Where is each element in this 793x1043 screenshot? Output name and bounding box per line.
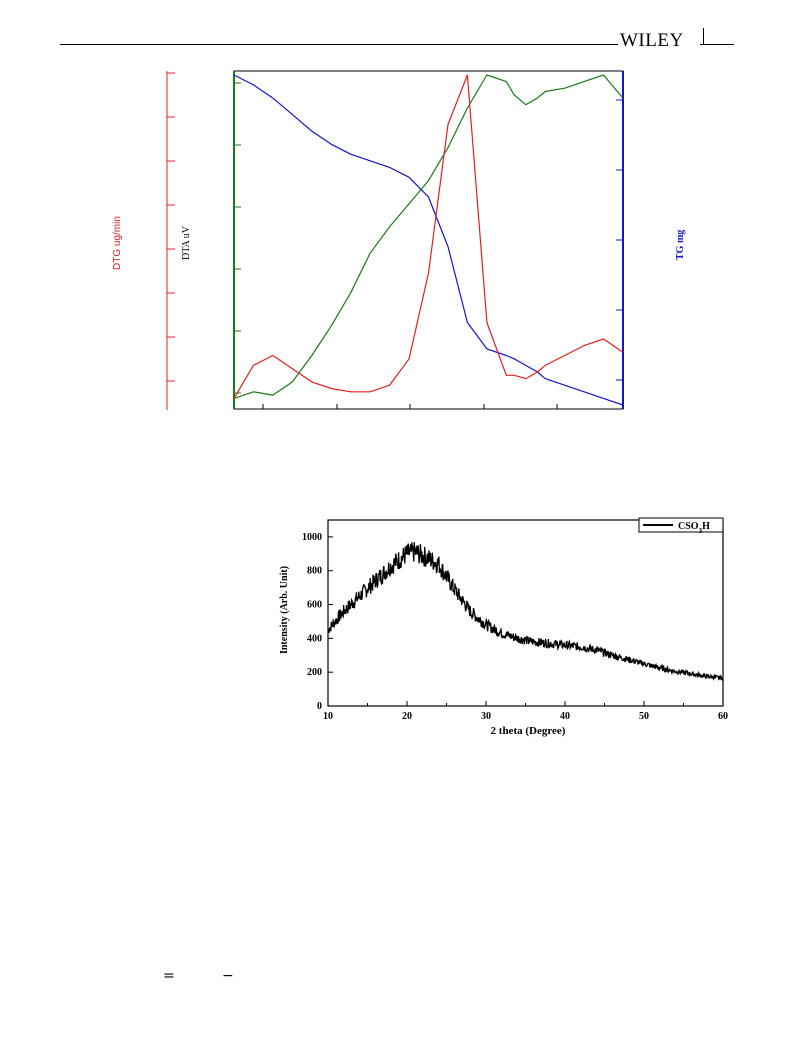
tg-curve	[233, 74, 624, 406]
header-rule	[60, 44, 618, 45]
x-axis-label: 2 theta (Degree)	[491, 725, 566, 737]
dta-curve	[233, 74, 624, 399]
header-rule-right	[700, 44, 734, 45]
dta-axis-label: DTA uV	[181, 225, 192, 260]
legend-label: CSO3H	[678, 521, 710, 535]
footer-minus-glyph: −	[222, 968, 234, 984]
x-tick-label: 20	[402, 711, 412, 722]
dtg-axis-label: DTG ug/min	[112, 216, 123, 270]
plot-frame	[327, 519, 724, 707]
x-tick-label: 10	[323, 711, 333, 722]
y-tick-label: 200	[307, 667, 322, 678]
header-divider	[703, 28, 704, 44]
y-tick-label: 600	[307, 600, 322, 611]
y-tick-label: 400	[307, 633, 322, 644]
xrd-curve	[327, 542, 724, 682]
x-tick-label: 30	[481, 711, 491, 722]
y-tick-label: 1000	[302, 532, 322, 543]
tg-axis-label: TG mg	[675, 230, 686, 260]
y-axis-label: Intensity (Arb. Unit)	[279, 566, 290, 654]
x-tick-label: 60	[718, 711, 728, 722]
y-tick-label: 800	[307, 566, 322, 577]
chart-legend: CSO3H	[638, 517, 724, 535]
thermal-analysis-chart: DTG ug/min DTA uV TG mg	[112, 70, 686, 410]
footer-equals-glyph: =	[163, 968, 175, 984]
wiley-logo: WILEY	[620, 30, 684, 51]
dtg-curve	[233, 74, 624, 399]
x-tick-label: 40	[560, 711, 570, 722]
y-tick-label: 0	[317, 701, 322, 712]
x-tick-label: 50	[639, 711, 649, 722]
plot-frame	[233, 70, 624, 410]
